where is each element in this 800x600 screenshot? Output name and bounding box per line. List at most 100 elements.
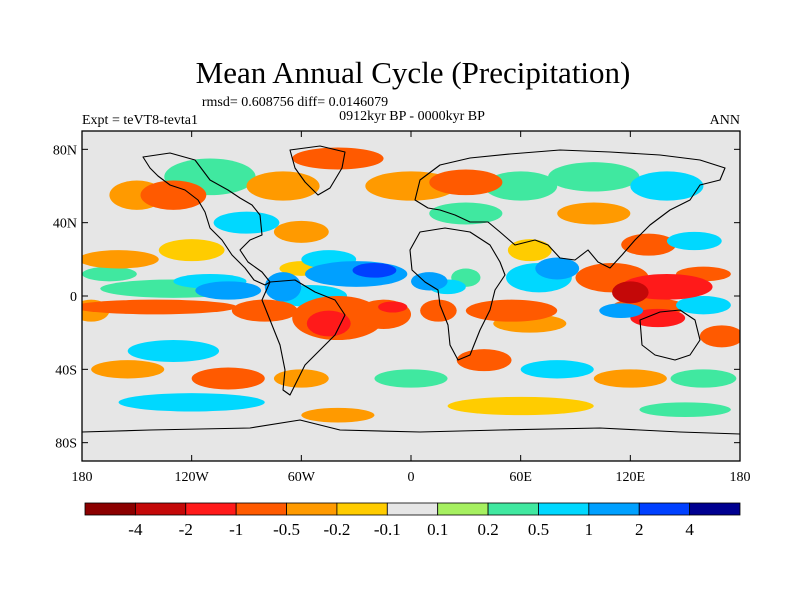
- anomaly-cell: [191, 367, 265, 390]
- australia-coast: [639, 309, 701, 361]
- x-tick-label: 120W: [175, 470, 210, 485]
- south-america-coast: [261, 279, 346, 396]
- y-tick-label: 40N: [53, 217, 77, 232]
- colorbar-swatch: [638, 502, 691, 516]
- anomaly-cell: [292, 147, 384, 170]
- x-tick-label: 180: [72, 470, 93, 485]
- anomaly-cell: [91, 360, 165, 379]
- anomaly-cell: [127, 340, 220, 362]
- anomaly-cell: [535, 257, 580, 280]
- stats-line: rmsd= 0.608756 diff= 0.0146079: [202, 95, 388, 110]
- chart-title: Mean Annual Cycle (Precipitation): [196, 55, 631, 90]
- anomaly-cell: [447, 396, 594, 416]
- colorbar-label: 0.1: [427, 520, 448, 539]
- y-tick-label: 0: [70, 290, 77, 305]
- y-tick-label: 80N: [53, 143, 77, 158]
- anomaly-cell: [621, 233, 677, 256]
- colorbar-swatch: [437, 502, 489, 516]
- anomaly-cell: [140, 180, 207, 210]
- anomaly-cell: [429, 169, 503, 196]
- anomaly-cell: [82, 299, 238, 315]
- anomaly-cell: [273, 369, 329, 388]
- colorbar-label: -1: [229, 520, 243, 539]
- anomaly-cell: [420, 299, 457, 322]
- anomaly-cell: [699, 325, 740, 348]
- colorbar-swatch: [286, 502, 338, 516]
- colorbar-swatch: [487, 502, 539, 516]
- anomaly-cell: [548, 162, 640, 192]
- anomaly-cell: [612, 281, 649, 304]
- experiment-label: Expt = teVT8-tevta1: [82, 113, 198, 128]
- anomaly-cell: [411, 272, 448, 291]
- anomaly-cell: [520, 360, 594, 379]
- x-tick-label: 0: [408, 470, 415, 485]
- anomaly-cell: [593, 369, 667, 388]
- x-tick-label: 60E: [509, 470, 532, 485]
- anomaly-cell: [301, 407, 375, 423]
- anomaly-cell: [639, 402, 731, 417]
- colorbar-swatch: [538, 502, 590, 516]
- antarctica-coast: [82, 419, 740, 435]
- anomaly-cell: [273, 220, 329, 243]
- anomaly-cell: [456, 349, 512, 372]
- colorbar-label: -4: [128, 520, 143, 539]
- anomaly-cell: [599, 303, 644, 318]
- colorbar-label: -0.2: [323, 520, 350, 539]
- anomaly-cell: [484, 171, 558, 201]
- anomaly-field: [82, 147, 740, 423]
- y-tick-label: 40S: [55, 363, 77, 378]
- colorbar-swatch: [235, 502, 287, 516]
- colorbar-label: -0.5: [273, 520, 300, 539]
- anomaly-cell: [465, 299, 558, 322]
- anomaly-cell: [158, 239, 225, 262]
- colorbar: -4 -2 -1 -0.5 -0.2 -0.1 0.1 0.2 0.5 1 2 4: [84, 502, 741, 539]
- anomaly-cell: [378, 301, 408, 313]
- colorbar-swatch: [185, 502, 237, 516]
- anomaly-cell: [306, 310, 351, 337]
- colorbar-swatch: [336, 502, 388, 516]
- x-tick-label: 60W: [288, 470, 316, 485]
- x-tick-label: 180: [730, 470, 751, 485]
- anomaly-cell: [213, 211, 280, 234]
- colorbar-swatch: [134, 502, 187, 516]
- anomaly-cell: [195, 281, 262, 300]
- anomaly-cell: [630, 308, 686, 328]
- anomaly-cell: [670, 369, 737, 388]
- period-line: 0912kyr BP - 0000kyr BP: [339, 109, 485, 124]
- season-label: ANN: [710, 113, 740, 128]
- anomaly-cell: [374, 369, 448, 388]
- colorbar-label: 0.2: [477, 520, 498, 539]
- anomaly-cell: [82, 250, 159, 269]
- colorbar-label: -0.1: [374, 520, 401, 539]
- anomaly-cell: [352, 263, 397, 278]
- y-axis-ticks: 80N 40N 0 40S 80S: [53, 143, 740, 452]
- europe-asia-coast: [414, 149, 726, 269]
- colorbar-label: 0.5: [528, 520, 549, 539]
- colorbar-swatch: [84, 502, 136, 516]
- colorbar-swatch: [386, 502, 439, 516]
- coastlines: [82, 145, 740, 435]
- anomaly-cell: [666, 231, 722, 251]
- colorbar-swatch: [588, 502, 640, 516]
- x-axis-ticks: 180 120W 60W 0 60E 120E 180: [72, 131, 751, 485]
- x-tick-label: 120E: [616, 470, 646, 485]
- africa-coast: [409, 227, 506, 361]
- y-tick-label: 80S: [55, 437, 77, 452]
- anomaly-cell: [231, 299, 298, 322]
- colorbar-label: -2: [179, 520, 193, 539]
- colorbar-swatch: [689, 502, 741, 516]
- anomaly-cell: [676, 296, 731, 315]
- anomaly-cell: [507, 239, 552, 262]
- colorbar-label: 1: [585, 520, 594, 539]
- anomaly-cell: [82, 266, 137, 282]
- anomaly-cell: [264, 272, 302, 302]
- anomaly-cell: [429, 202, 503, 225]
- colorbar-label: 4: [685, 520, 694, 539]
- anomaly-cell: [246, 171, 320, 201]
- greenland-coast: [289, 145, 346, 196]
- anomaly-cell: [630, 171, 704, 201]
- anomaly-cell: [118, 393, 265, 412]
- colorbar-label: 2: [635, 520, 644, 539]
- anomaly-cell: [557, 202, 631, 225]
